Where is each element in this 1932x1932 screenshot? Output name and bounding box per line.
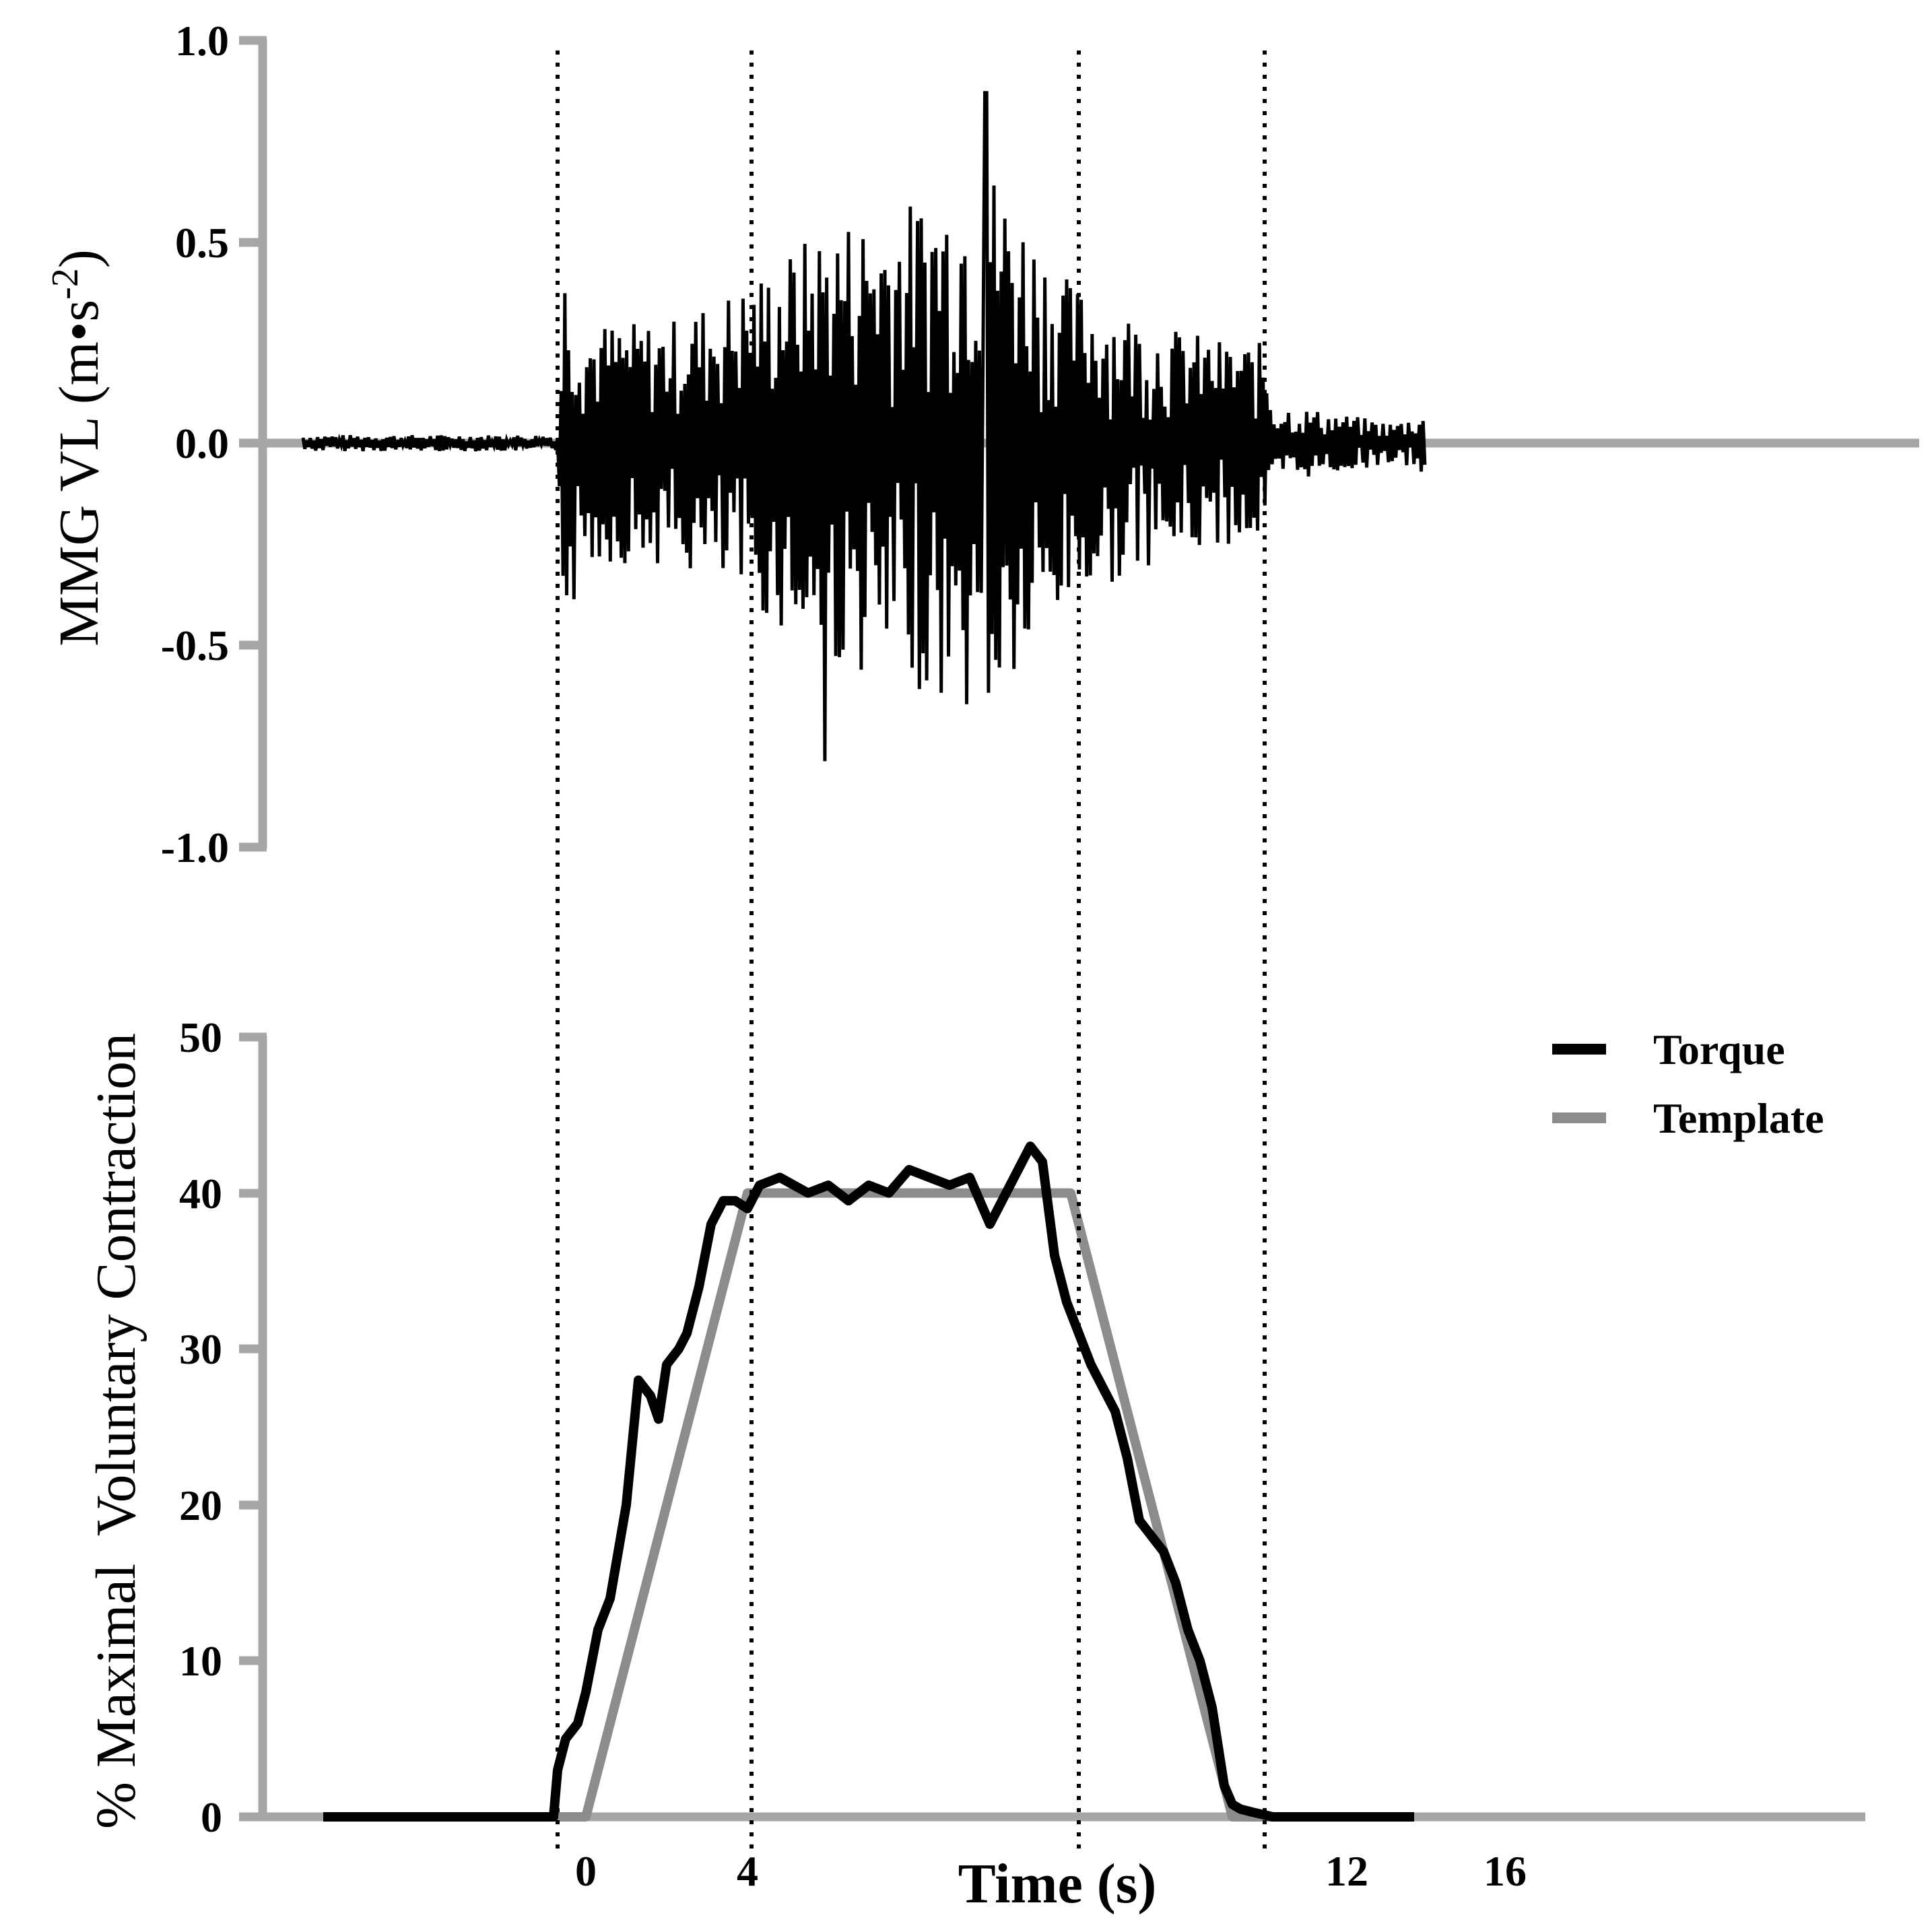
mmg-panel: 1.0 0.5 0.0 -0.5 -1.0 MMG VL (m•s-2): [44, 17, 1919, 871]
torque-panel: 50 40 30 20 10 0 0 4 12 16 Time (s) % Ma…: [85, 1013, 1865, 1915]
x-tick-label-4: 4: [737, 1847, 758, 1895]
legend-torque-label: Torque: [1653, 1026, 1785, 1073]
torque-tick-label-40: 40: [179, 1170, 222, 1218]
template-series-line: [323, 1188, 1414, 1822]
torque-tick-label-0: 0: [201, 1793, 222, 1841]
legend-template-label: Template: [1653, 1094, 1824, 1142]
mmg-tick-label-0.5: 0.5: [175, 219, 229, 267]
legend: Torque Template: [1552, 1026, 1824, 1142]
mmg-tick-label-0.0: 0.0: [175, 420, 229, 467]
torque-tick-label-10: 10: [179, 1637, 222, 1685]
x-axis-title: Time (s): [958, 1853, 1157, 1915]
torque-y-axis-title: % Maximal Voluntary Contraction: [85, 1033, 147, 1829]
mmg-tick-label--0.5: -0.5: [161, 622, 229, 669]
torque-tick-label-20: 20: [179, 1481, 222, 1529]
x-tick-label-0: 0: [575, 1847, 597, 1895]
event-marker-lines: [556, 51, 1267, 1848]
mmg-y-axis-title: MMG VL (m•s-2): [44, 249, 110, 646]
x-tick-label-16: 16: [1484, 1847, 1527, 1895]
torque-tick-label-50: 50: [179, 1013, 222, 1061]
torque-series-line: [323, 1141, 1414, 1822]
torque-tick-label-30: 30: [179, 1325, 222, 1373]
mmg-signal-line: [301, 91, 1427, 762]
mmg-tick-label--1.0: -1.0: [161, 824, 229, 871]
mmg-tick-label-1.0: 1.0: [175, 17, 229, 65]
x-tick-label-12: 12: [1325, 1847, 1368, 1895]
